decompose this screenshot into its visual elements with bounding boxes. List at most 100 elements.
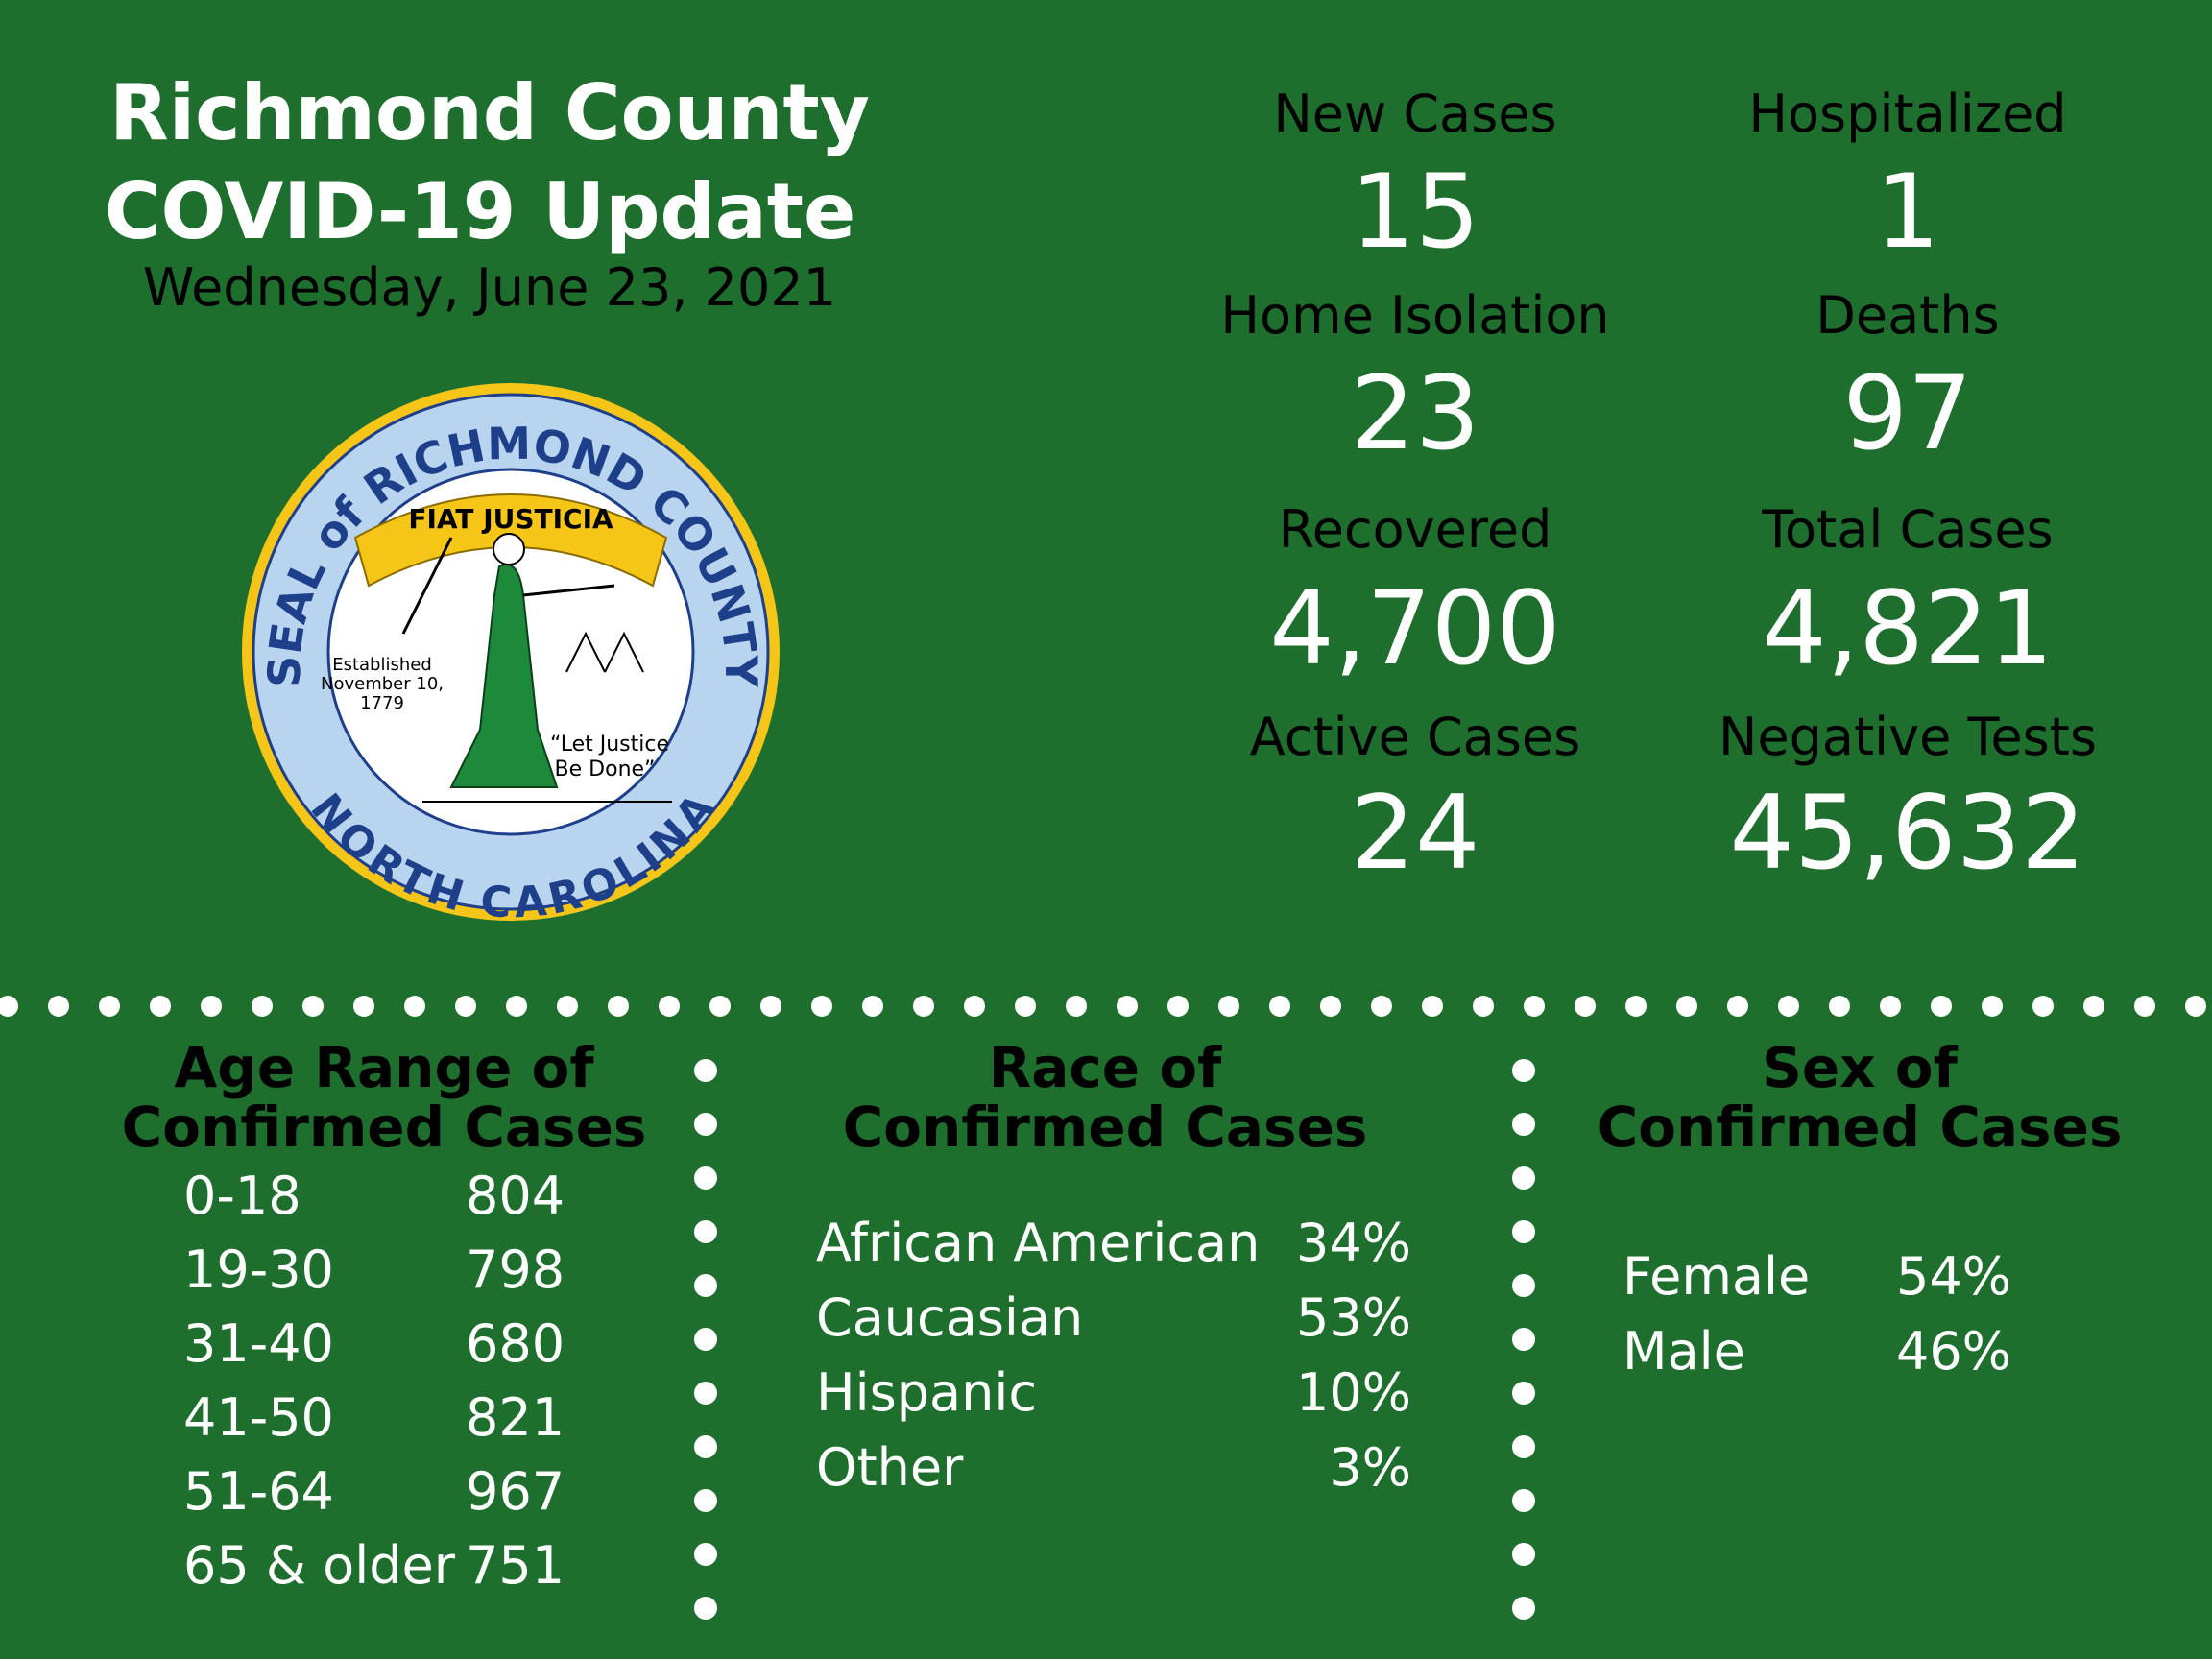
row-value: 53% xyxy=(1296,1287,1411,1348)
divider-dot xyxy=(694,1328,717,1351)
divider-dot xyxy=(252,996,273,1017)
divider-dot xyxy=(1015,996,1036,1017)
divider-dot xyxy=(1371,996,1392,1017)
divider-dot xyxy=(1512,1113,1535,1136)
divider-dot xyxy=(1512,1489,1535,1512)
scales xyxy=(522,584,615,597)
row-value: 967 xyxy=(466,1461,565,1522)
row-value: 680 xyxy=(466,1313,565,1374)
divider-dot xyxy=(1625,996,1647,1017)
row-value: 54% xyxy=(1896,1246,2011,1307)
title: COVID-19 Update xyxy=(105,167,856,256)
divider-dot xyxy=(1117,996,1138,1017)
row-value: 10% xyxy=(1296,1362,1411,1423)
section-title: Age Range of xyxy=(174,1035,594,1100)
justice-head xyxy=(493,533,525,565)
divider-dot xyxy=(694,1597,717,1620)
section-title: Race of xyxy=(989,1035,1223,1100)
quote: “Let Justice xyxy=(550,733,669,757)
divider-dot xyxy=(1167,996,1189,1017)
row-value: 798 xyxy=(466,1239,565,1300)
divider-dot xyxy=(1512,1382,1535,1405)
row-label: 41-50 xyxy=(183,1387,334,1448)
stat-value: 1 xyxy=(1875,153,1939,271)
seal: SEAL of RICHMOND COUNTY NORTH CAROLINA F… xyxy=(242,383,780,927)
divider-dot xyxy=(760,996,781,1017)
stat-value: 4,700 xyxy=(1269,569,1560,687)
divider-dot xyxy=(1512,1274,1535,1297)
divider-dot xyxy=(557,996,578,1017)
divider-dot xyxy=(1512,1059,1535,1082)
seal-small-text: Established November 10, 1779 “Let Justi… xyxy=(321,655,669,781)
divider-dot xyxy=(99,996,120,1017)
stat-value: 23 xyxy=(1351,354,1480,472)
divider-dot xyxy=(694,1489,717,1512)
row-label: Other xyxy=(816,1437,964,1498)
scales xyxy=(565,631,644,673)
divider-dot xyxy=(964,996,985,1017)
divider-dot xyxy=(694,1113,717,1136)
divider-dot xyxy=(659,996,680,1017)
seal-motto: FIAT JUSTICIA xyxy=(408,503,613,535)
divider-dot xyxy=(1880,996,1901,1017)
divider-dot xyxy=(302,996,324,1017)
divider-dot xyxy=(455,996,476,1017)
divider-dot xyxy=(1982,996,2003,1017)
row-label: African American xyxy=(816,1213,1260,1273)
stat-label: Hospitalized xyxy=(1748,84,2066,144)
divider-dot xyxy=(404,996,425,1017)
section-title: Confirmed Cases xyxy=(122,1094,647,1160)
row-value: 34% xyxy=(1296,1213,1411,1273)
established: November 10, xyxy=(321,674,444,694)
divider-dot xyxy=(150,996,171,1017)
stat-label: Negative Tests xyxy=(1719,707,2097,767)
row-label: 19-30 xyxy=(183,1239,334,1300)
stat-label: Deaths xyxy=(1815,285,1999,346)
row-label: 31-40 xyxy=(183,1313,334,1374)
row-label: Hispanic xyxy=(816,1362,1037,1423)
stat-label: New Cases xyxy=(1273,84,1556,144)
stat-label: Recovered xyxy=(1279,499,1552,560)
row-value: 821 xyxy=(466,1387,565,1448)
divider-dot xyxy=(1512,1543,1535,1566)
stat-value: 15 xyxy=(1351,153,1480,271)
divider-dot xyxy=(1320,996,1341,1017)
divider-dot xyxy=(694,1435,717,1458)
divider-dot xyxy=(694,1543,717,1566)
section-title: Confirmed Cases xyxy=(843,1094,1368,1160)
stat-label: Active Cases xyxy=(1250,707,1581,767)
divider-dot xyxy=(1727,996,1748,1017)
divider-dot xyxy=(913,996,934,1017)
divider-dot xyxy=(1524,996,1545,1017)
divider-dot xyxy=(1512,1166,1535,1190)
row-label: 51-64 xyxy=(183,1461,334,1522)
divider-dot xyxy=(1778,996,1799,1017)
date: Wednesday, June 23, 2021 xyxy=(143,257,836,318)
divider-dot xyxy=(1512,1328,1535,1351)
stat-label: Home Isolation xyxy=(1220,285,1609,346)
divider-dot xyxy=(2185,996,2206,1017)
divider-dot xyxy=(694,1166,717,1190)
stat-value: 45,632 xyxy=(1730,774,2086,892)
divider-dot xyxy=(709,996,731,1017)
row-value: 804 xyxy=(466,1166,565,1226)
section-title: Sex of xyxy=(1762,1035,1959,1100)
quote: Be Done” xyxy=(555,757,656,781)
row-value: 751 xyxy=(466,1535,565,1596)
divider-dot xyxy=(0,996,18,1017)
stat-value: 97 xyxy=(1843,354,1973,472)
sword xyxy=(401,537,453,635)
divider-dot xyxy=(1575,996,1596,1017)
divider-dot xyxy=(1422,996,1443,1017)
divider-dot xyxy=(506,996,527,1017)
established: 1779 xyxy=(360,693,404,713)
divider-dot xyxy=(1512,1220,1535,1243)
divider-dot xyxy=(2083,996,2104,1017)
content: New Cases 15 Hospitalized 1 Home Isolation 23… xyxy=(0,84,2206,1620)
row-label: 65 & older xyxy=(183,1535,456,1596)
divider-dot xyxy=(48,996,69,1017)
stat-value: 24 xyxy=(1351,774,1480,892)
row-label: 0-18 xyxy=(183,1166,301,1226)
divider-dot xyxy=(694,1059,717,1082)
